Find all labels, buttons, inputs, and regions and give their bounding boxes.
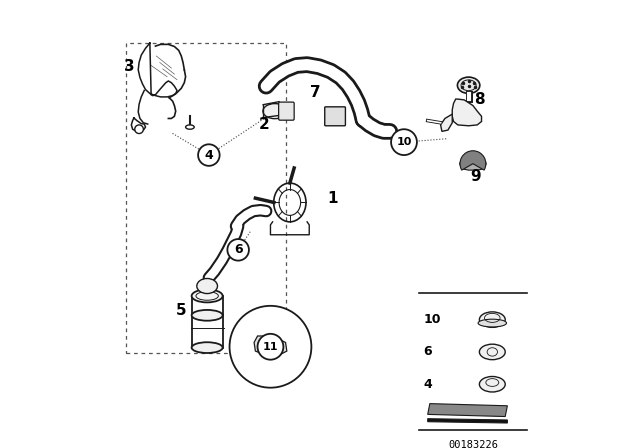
Ellipse shape xyxy=(191,310,223,321)
Circle shape xyxy=(135,125,143,134)
Text: 9: 9 xyxy=(470,169,481,184)
Wedge shape xyxy=(460,151,486,170)
Bar xyxy=(126,43,285,353)
Polygon shape xyxy=(428,419,508,423)
Circle shape xyxy=(391,129,417,155)
Ellipse shape xyxy=(186,125,194,129)
Ellipse shape xyxy=(191,342,223,353)
Circle shape xyxy=(230,306,312,388)
Text: 10: 10 xyxy=(396,137,412,147)
Polygon shape xyxy=(460,157,486,170)
Ellipse shape xyxy=(479,376,505,392)
Text: 10: 10 xyxy=(424,313,441,326)
Text: 6: 6 xyxy=(234,243,243,256)
Polygon shape xyxy=(452,99,481,126)
Ellipse shape xyxy=(458,77,480,94)
Ellipse shape xyxy=(263,103,287,119)
Polygon shape xyxy=(428,404,508,417)
Text: 7: 7 xyxy=(310,85,321,100)
Ellipse shape xyxy=(479,312,505,327)
FancyBboxPatch shape xyxy=(324,107,346,126)
Polygon shape xyxy=(440,114,452,131)
Ellipse shape xyxy=(478,319,506,327)
Ellipse shape xyxy=(197,279,218,293)
Circle shape xyxy=(227,239,249,261)
Circle shape xyxy=(257,334,284,360)
Circle shape xyxy=(198,144,220,166)
Text: 6: 6 xyxy=(424,345,432,358)
Text: 2: 2 xyxy=(259,117,269,133)
Text: 5: 5 xyxy=(176,303,187,318)
Text: 11: 11 xyxy=(262,342,278,352)
Text: 00183226: 00183226 xyxy=(448,440,498,448)
Polygon shape xyxy=(254,336,287,356)
Ellipse shape xyxy=(479,344,505,360)
Text: 3: 3 xyxy=(124,59,134,74)
FancyBboxPatch shape xyxy=(278,102,294,120)
Text: 4: 4 xyxy=(424,378,432,391)
Text: 1: 1 xyxy=(328,191,338,206)
Text: 4: 4 xyxy=(205,149,213,162)
Text: 8: 8 xyxy=(474,91,484,107)
Ellipse shape xyxy=(460,158,486,169)
Ellipse shape xyxy=(191,289,223,302)
